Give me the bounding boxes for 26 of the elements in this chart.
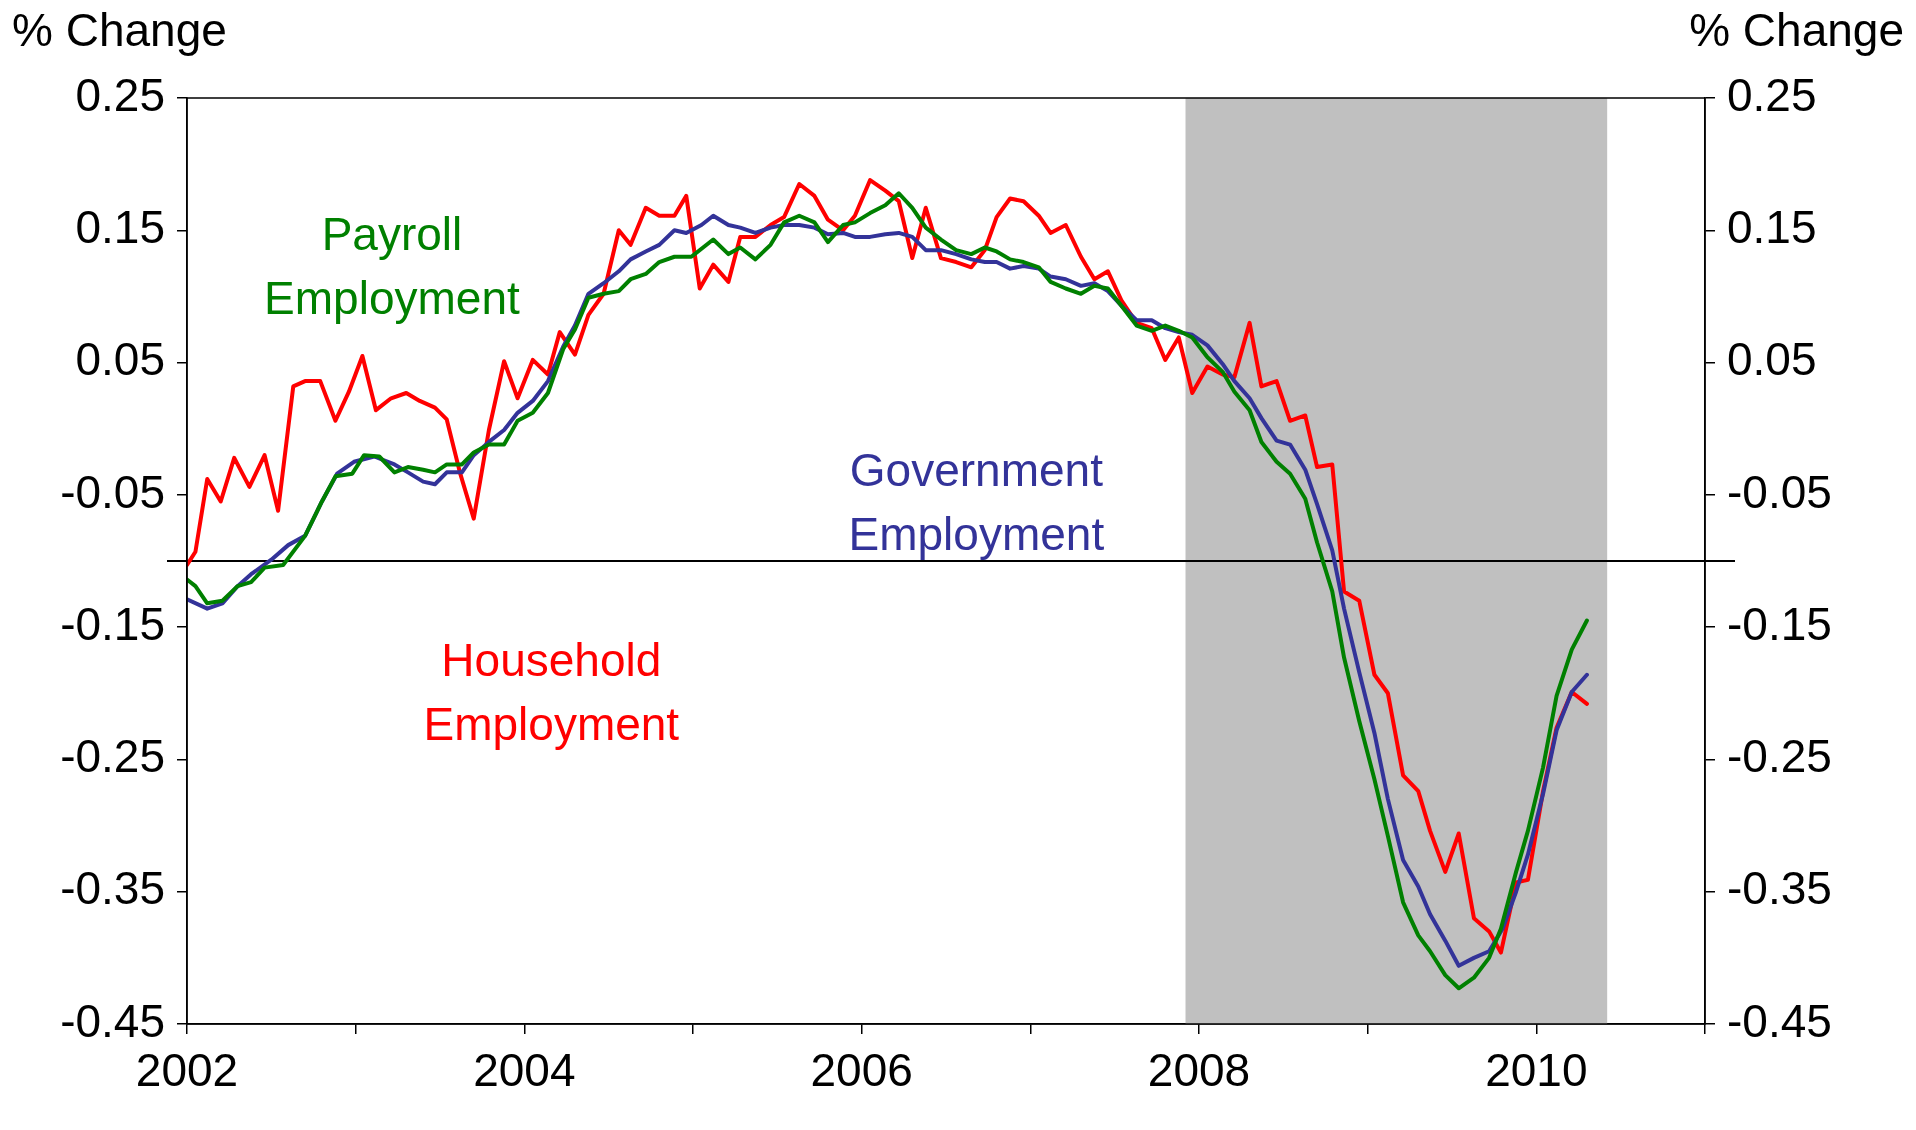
x-tick-label: 2010 — [1485, 1044, 1588, 1097]
y-tick-label: -0.45 — [60, 994, 165, 1047]
x-tick-label: 2004 — [473, 1044, 576, 1097]
y-tick-label: 0.15 — [75, 200, 165, 253]
y-tick-label: -0.35 — [60, 862, 165, 915]
y2-tick-label: 0.05 — [1727, 333, 1817, 386]
y2-tick-label: -0.15 — [1727, 597, 1832, 650]
y2-tick-label: -0.45 — [1727, 994, 1832, 1047]
x-tick-label: 2008 — [1147, 1044, 1251, 1097]
y-tick-label: -0.25 — [60, 730, 165, 783]
y-tick-label: -0.15 — [60, 597, 165, 650]
y2-tick-label: -0.35 — [1727, 862, 1832, 915]
y2-tick-label: -0.25 — [1727, 730, 1832, 783]
annotation: Payroll Employment — [264, 208, 520, 324]
annotation: Government Employment — [848, 444, 1105, 561]
y-axis-title: % Change — [12, 4, 227, 56]
y2-axis-title: % Change — [1689, 4, 1904, 56]
y-tick-label: -0.05 — [60, 465, 165, 518]
y-tick-label: 0.25 — [75, 68, 165, 121]
x-tick-label: 2006 — [810, 1044, 913, 1097]
annotation: Household Employment — [423, 633, 680, 750]
y2-tick-label: 0.25 — [1727, 68, 1817, 121]
y-tick-label: 0.05 — [75, 333, 165, 386]
y2-tick-label: -0.05 — [1727, 465, 1832, 518]
x-tick-label: 2002 — [135, 1044, 239, 1097]
y2-tick-label: 0.15 — [1727, 200, 1817, 253]
